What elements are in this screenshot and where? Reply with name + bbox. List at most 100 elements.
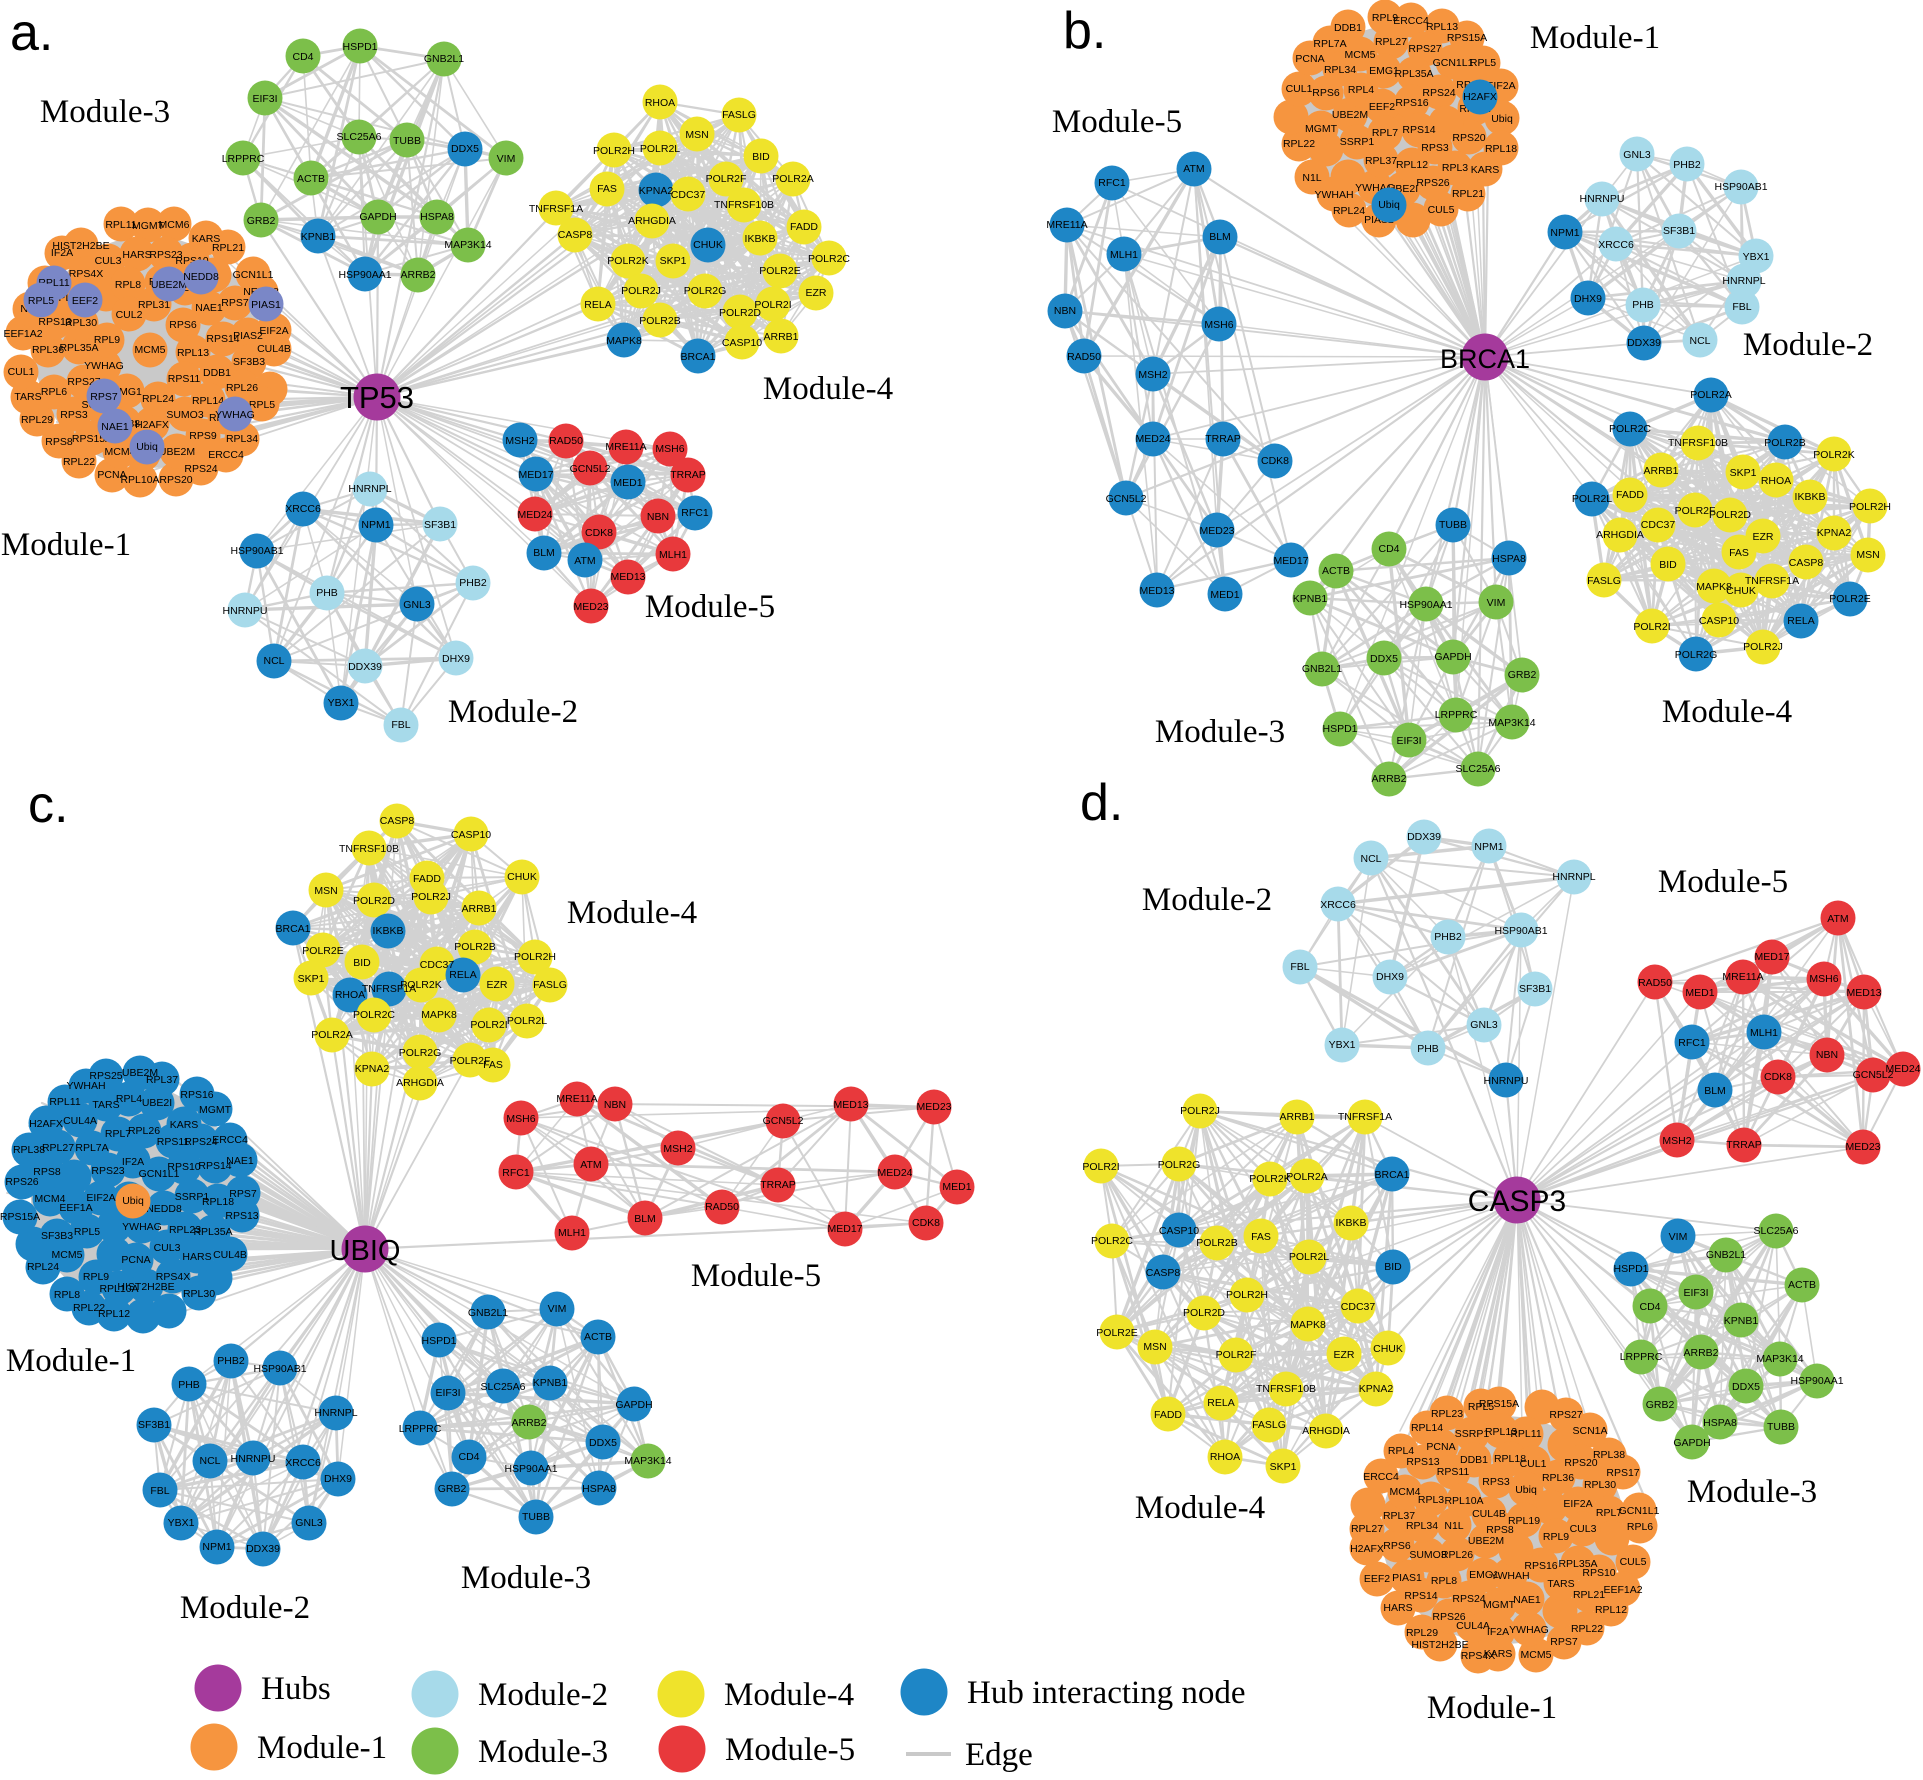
- svg-text:RPL30: RPL30: [1584, 1479, 1616, 1491]
- svg-text:POLR2L: POLR2L: [1572, 493, 1612, 505]
- svg-text:ARRB1: ARRB1: [1643, 465, 1678, 477]
- svg-text:DDX5: DDX5: [1732, 1381, 1760, 1393]
- svg-text:CDK8: CDK8: [1764, 1071, 1792, 1083]
- svg-text:RPL3: RPL3: [1418, 1494, 1444, 1506]
- svg-text:GNL3: GNL3: [295, 1517, 323, 1529]
- svg-text:Module-3: Module-3: [1687, 1474, 1817, 1510]
- svg-text:TNFRSF10B: TNFRSF10B: [339, 843, 399, 855]
- svg-text:MAPK8: MAPK8: [1696, 581, 1732, 593]
- svg-text:N1L: N1L: [1444, 1520, 1463, 1532]
- svg-text:RPL3: RPL3: [1442, 162, 1468, 174]
- svg-text:RPL31: RPL31: [138, 299, 170, 311]
- svg-text:POLR2J: POLR2J: [1743, 641, 1783, 653]
- svg-text:ERCC4: ERCC4: [212, 1134, 248, 1146]
- svg-text:MAP3K14: MAP3K14: [1756, 1353, 1803, 1365]
- svg-text:NCL: NCL: [263, 655, 284, 667]
- svg-text:RPS4X: RPS4X: [156, 1271, 190, 1283]
- svg-text:RPS13: RPS13: [225, 1210, 258, 1222]
- svg-text:DDX39: DDX39: [1407, 831, 1441, 843]
- svg-text:HNRNPU: HNRNPU: [1484, 1075, 1529, 1087]
- svg-text:POLR2D: POLR2D: [1709, 509, 1751, 521]
- svg-text:RPS13: RPS13: [1406, 1456, 1439, 1468]
- svg-text:CUL3: CUL3: [1570, 1523, 1597, 1535]
- svg-text:RPL9: RPL9: [1372, 12, 1398, 24]
- svg-text:RPS15A: RPS15A: [1447, 32, 1487, 44]
- svg-text:Module-3: Module-3: [40, 94, 170, 130]
- svg-text:KARS: KARS: [1471, 164, 1500, 176]
- svg-text:CD4: CD4: [292, 51, 313, 63]
- svg-text:CASP8: CASP8: [1146, 1267, 1181, 1279]
- svg-text:POLR2G: POLR2G: [1675, 649, 1718, 661]
- svg-text:IKBKB: IKBKB: [1795, 491, 1826, 503]
- svg-text:XRCC6: XRCC6: [1320, 899, 1356, 911]
- svg-text:ARRB1: ARRB1: [461, 903, 496, 915]
- svg-text:RPL30: RPL30: [183, 1288, 215, 1300]
- svg-text:CHUK: CHUK: [507, 871, 537, 883]
- svg-text:IKBKB: IKBKB: [1336, 1217, 1367, 1229]
- svg-text:CDC37: CDC37: [1341, 1301, 1376, 1313]
- svg-text:RPS3: RPS3: [1421, 142, 1449, 154]
- svg-text:RFC1: RFC1: [1678, 1037, 1706, 1049]
- svg-text:DDB1: DDB1: [203, 367, 231, 379]
- svg-text:HNRNPL: HNRNPL: [1552, 871, 1595, 883]
- svg-text:Module-1: Module-1: [1, 527, 131, 563]
- svg-text:GNL3: GNL3: [1470, 1019, 1498, 1031]
- svg-text:Module-4: Module-4: [1135, 1490, 1265, 1526]
- svg-text:Module-5: Module-5: [1052, 104, 1182, 140]
- svg-text:EIF3I: EIF3I: [1396, 735, 1421, 747]
- svg-text:NBN: NBN: [1816, 1049, 1838, 1061]
- svg-text:YWHAG: YWHAG: [1509, 1624, 1549, 1636]
- svg-text:MCM4: MCM4: [105, 446, 136, 458]
- svg-text:RPL21: RPL21: [1573, 1589, 1605, 1601]
- svg-text:SF3B1: SF3B1: [424, 519, 456, 531]
- svg-text:MLH1: MLH1: [659, 549, 687, 561]
- svg-text:RPS24: RPS24: [1422, 87, 1455, 99]
- svg-text:BLM: BLM: [634, 1213, 656, 1225]
- svg-text:POLR2I: POLR2I: [1082, 1161, 1119, 1173]
- svg-text:TNFRSF10B: TNFRSF10B: [714, 199, 774, 211]
- svg-text:IF2A: IF2A: [1487, 1626, 1509, 1638]
- svg-text:Module-5: Module-5: [725, 1732, 855, 1768]
- svg-text:Module-1: Module-1: [1427, 1690, 1557, 1726]
- svg-text:MCM4: MCM4: [35, 1193, 66, 1205]
- svg-text:CHUK: CHUK: [1373, 1343, 1403, 1355]
- svg-text:MCM5: MCM5: [1345, 49, 1376, 61]
- svg-text:HIST2H2BE: HIST2H2BE: [52, 240, 109, 252]
- svg-text:POLR2F: POLR2F: [450, 1055, 491, 1067]
- svg-text:MAPK8: MAPK8: [606, 335, 642, 347]
- svg-text:SKP1: SKP1: [1270, 1461, 1297, 1473]
- svg-text:GAPDH: GAPDH: [1673, 1437, 1710, 1449]
- svg-text:BID: BID: [1659, 559, 1677, 571]
- svg-text:RPL12: RPL12: [1595, 1604, 1627, 1616]
- svg-text:Ubiq: Ubiq: [1378, 199, 1400, 211]
- svg-text:YBX1: YBX1: [168, 1517, 195, 1529]
- svg-text:H2AFX: H2AFX: [135, 419, 169, 431]
- svg-text:POLR2G: POLR2G: [1158, 1159, 1201, 1171]
- svg-text:RPL18: RPL18: [202, 1196, 234, 1208]
- svg-text:GNL3: GNL3: [1623, 149, 1651, 161]
- svg-text:RPL6: RPL6: [41, 386, 67, 398]
- svg-text:MED24: MED24: [1135, 433, 1170, 445]
- svg-text:RPS25: RPS25: [89, 1070, 122, 1082]
- svg-text:ARRB1: ARRB1: [763, 331, 798, 343]
- svg-text:MCM6: MCM6: [159, 219, 190, 231]
- svg-text:HNRNPU: HNRNPU: [1580, 193, 1625, 205]
- svg-text:RPL24: RPL24: [1333, 205, 1365, 217]
- svg-text:RPL10A: RPL10A: [1444, 1495, 1483, 1507]
- svg-text:MRE11A: MRE11A: [605, 441, 646, 453]
- svg-text:ACTB: ACTB: [1788, 1279, 1816, 1291]
- svg-text:RPL34: RPL34: [1406, 1520, 1438, 1532]
- svg-text:GCN1L1: GCN1L1: [233, 269, 274, 281]
- svg-text:FADD: FADD: [413, 873, 441, 885]
- svg-text:RPS11: RPS11: [168, 373, 201, 385]
- svg-text:UBE2M: UBE2M: [151, 279, 187, 291]
- svg-text:CUL5: CUL5: [1620, 1556, 1647, 1568]
- svg-text:RPL27: RPL27: [42, 1142, 74, 1154]
- svg-text:MED17: MED17: [1754, 951, 1789, 963]
- svg-text:PCNA: PCNA: [1295, 53, 1324, 65]
- svg-text:Hubs: Hubs: [261, 1671, 331, 1707]
- svg-text:RPL14: RPL14: [192, 395, 224, 407]
- svg-text:RPL26: RPL26: [1441, 1549, 1473, 1561]
- svg-text:RPL9: RPL9: [94, 334, 120, 346]
- svg-text:PCNA: PCNA: [1426, 1441, 1455, 1453]
